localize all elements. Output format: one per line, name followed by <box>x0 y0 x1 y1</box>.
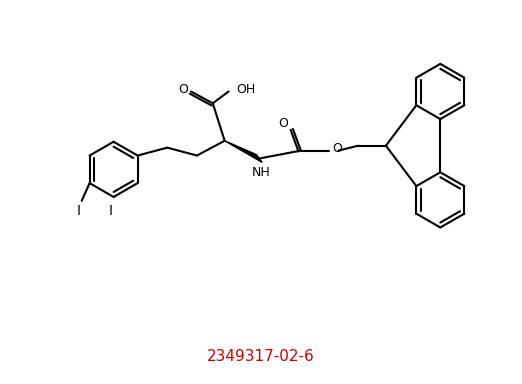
Text: I: I <box>109 204 113 218</box>
Text: 2349317-02-6: 2349317-02-6 <box>207 349 315 364</box>
Text: O: O <box>333 142 342 155</box>
Text: NH: NH <box>252 166 270 179</box>
Text: I: I <box>77 204 81 218</box>
Text: O: O <box>278 118 288 131</box>
Text: OH: OH <box>236 83 256 96</box>
Text: O: O <box>178 83 188 96</box>
Polygon shape <box>224 141 262 162</box>
